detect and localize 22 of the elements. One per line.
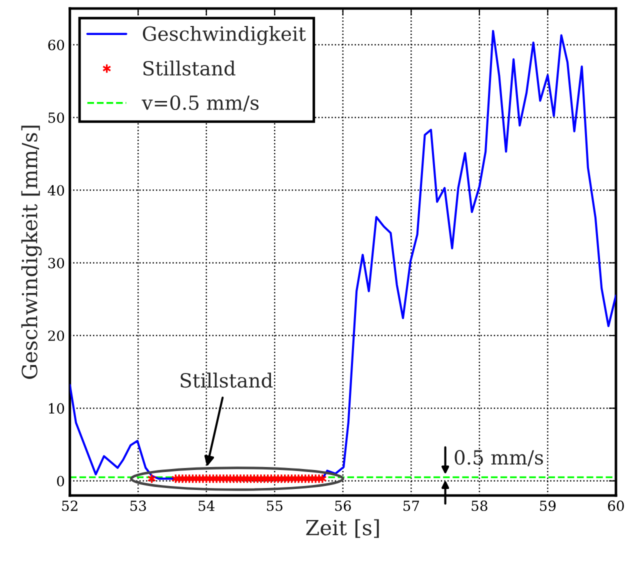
legend-label: Geschwindigkeit xyxy=(142,26,306,46)
x-tick-label: 57 xyxy=(404,500,419,512)
y-tick-label: 60 xyxy=(48,40,64,50)
y-tick-label: 40 xyxy=(48,185,64,196)
x-tick-label: 56 xyxy=(335,500,351,512)
x-tick-label: 52 xyxy=(62,500,78,512)
y-axis-title: Geschwindigkeit [mm/s] xyxy=(21,126,42,379)
y-tick-label: 20 xyxy=(48,330,64,342)
x-tick-label: 55 xyxy=(266,500,282,512)
annotation: Stillstand xyxy=(180,372,273,388)
x-tick-label: 53 xyxy=(130,500,146,512)
annotation: 0.5 mm/s xyxy=(454,450,543,466)
y-tick-label: 10 xyxy=(49,403,64,414)
legend-label: v=0.5 mm/s xyxy=(142,95,259,112)
x-tick-label: 59 xyxy=(540,500,556,512)
y-tick-label: 30 xyxy=(48,258,64,268)
y-tick-label: 0 xyxy=(57,476,64,486)
x-tick-label: 60 xyxy=(608,500,624,512)
x-tick-label: 54 xyxy=(198,500,215,512)
x-axis-title: Zeit [s] xyxy=(306,519,379,538)
x-tick-label: 58 xyxy=(472,500,488,512)
y-tick-label: 50 xyxy=(48,112,64,123)
